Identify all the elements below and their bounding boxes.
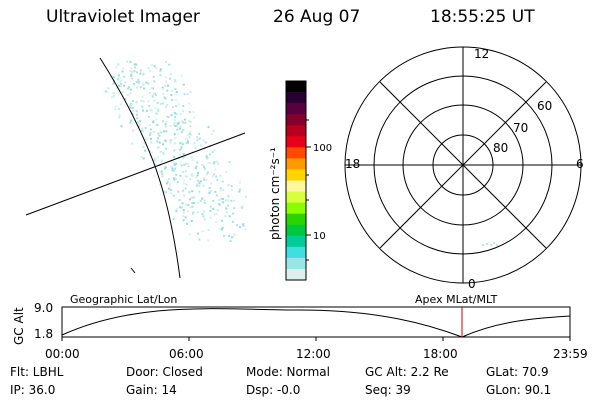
tick-mark [130, 267, 136, 274]
x-tick-label: 12:00 [296, 347, 331, 361]
status-door: Door: Closed [126, 365, 203, 379]
colorbar-segment [286, 235, 306, 248]
colorbar-segment [286, 191, 306, 204]
status-gc-alt: GC Alt: 2.2 Re [365, 365, 449, 379]
timeline-frame [61, 306, 571, 338]
date-label: 26 Aug 07 [273, 7, 361, 27]
colorbar-segment [286, 257, 306, 270]
status-filter: Flt: LBHL [10, 365, 64, 379]
status-glat: GLat: 70.9 [486, 365, 549, 379]
lat-label-80: 80 [493, 141, 508, 155]
colorbar-segment [286, 213, 306, 226]
lat-label-60: 60 [537, 99, 552, 113]
colorbar-segment [286, 158, 306, 171]
status-dsp: Dsp: -0.0 [246, 383, 301, 397]
status-seq: Seq: 39 [365, 383, 411, 397]
y-axis-title: GC Alt [12, 307, 26, 345]
status-gain: Gain: 14 [126, 383, 177, 397]
status-ip: IP: 36.0 [10, 383, 56, 397]
meridian-diagonal [379, 81, 547, 249]
mlt-label-12: 12 [474, 47, 489, 61]
colorbar-segment [286, 246, 306, 259]
colorbar-segment [286, 180, 306, 193]
longitude-line [99, 57, 181, 279]
instrument-title: Ultraviolet Imager [46, 7, 200, 27]
colorbar-segment [286, 92, 306, 104]
colorbar-segment [286, 224, 306, 237]
colorbar-segment [286, 81, 306, 93]
colorbar-tick-label: 100 [313, 143, 332, 154]
timeline-left-label: Geographic Lat/Lon [70, 293, 177, 306]
colorbar-segment [286, 125, 306, 137]
altitude-curve [61, 308, 571, 338]
colorbar-unit-label: photon cm⁻²s⁻¹ [268, 147, 282, 240]
colorbar-segment [286, 103, 306, 115]
y-tick-label: 9.0 [34, 301, 53, 315]
mlt-label-18: 18 [345, 157, 360, 171]
colorbar-segment [286, 268, 306, 281]
colorbar-segment [286, 147, 306, 159]
time-label: 18:55:25 UT [430, 7, 535, 27]
x-tick-label: 23:59 [553, 347, 588, 361]
aurora-speckle-pattern [104, 60, 247, 242]
polar-aurora-speckle [482, 242, 498, 246]
status-mode: Mode: Normal [246, 365, 330, 379]
colorbar-segment [286, 169, 306, 182]
timeline-right-label: Apex MLat/MLT [415, 293, 498, 306]
mlt-label-6: 6 [576, 157, 584, 171]
x-ticks [61, 337, 571, 341]
x-tick-label: 18:00 [423, 347, 458, 361]
y-tick-label: 1.8 [34, 327, 53, 341]
x-tick-label: 00:00 [45, 347, 80, 361]
colorbar-segment [286, 202, 306, 215]
colorbar-frame [285, 80, 307, 281]
lat-label-70: 70 [513, 121, 528, 135]
x-tick-label: 06:00 [169, 347, 204, 361]
mlt-label-0: 0 [468, 277, 476, 291]
latitude-line [25, 132, 246, 216]
colorbar-gradient [286, 81, 306, 281]
status-glon: GLon: 90.1 [486, 383, 552, 397]
colorbar-segment [286, 114, 306, 126]
colorbar-segment [286, 136, 306, 148]
colorbar-tick-label: 10 [313, 231, 326, 242]
